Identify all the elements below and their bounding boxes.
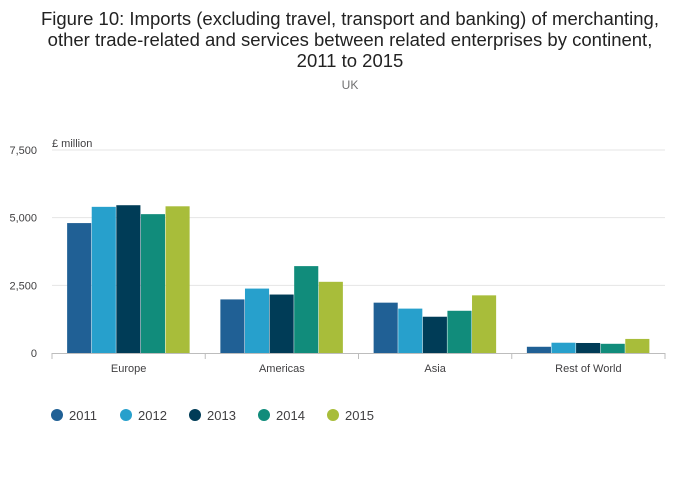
legend-marker-2011 <box>51 409 63 421</box>
bar-2013-americas <box>269 294 294 353</box>
x-tick-label: Europe <box>111 363 146 375</box>
legend-marker-2013 <box>189 409 201 421</box>
legend-label-2011: 2011 <box>69 408 97 423</box>
bar-2012-rest-of-world <box>551 342 576 353</box>
y-tick-label: 2,500 <box>9 280 37 292</box>
chart-title-line-1: Figure 10: Imports (excluding travel, tr… <box>40 8 659 29</box>
bar-2013-europe <box>116 205 141 353</box>
y-axis-ticks: 0 2,500 5,000 7,500 <box>9 145 37 360</box>
bar-2015-rest-of-world <box>625 338 650 353</box>
bar-2012-europe <box>91 206 116 353</box>
legend-label-2013: 2013 <box>207 408 236 423</box>
y-tick-label: 0 <box>31 348 37 360</box>
chart-title-line-3: 2011 to 2015 <box>296 50 404 71</box>
legend-marker-2014 <box>258 409 270 421</box>
y-axis-label: £ million <box>52 138 92 150</box>
bar-2011-europe <box>67 223 92 353</box>
x-tick-label: Americas <box>259 363 305 375</box>
bar-2013-asia <box>422 316 447 353</box>
bar-2011-asia <box>373 302 398 353</box>
x-axis: Europe Americas Asia Rest of World <box>51 353 666 375</box>
legend: 2011 2012 2013 2014 2015 <box>51 408 374 423</box>
bar-2012-asia <box>398 308 423 353</box>
bar-2014-asia <box>447 310 472 353</box>
bar-2011-rest-of-world <box>526 346 551 353</box>
chart-subtitle: UK <box>341 78 359 92</box>
bar-2015-asia <box>472 295 497 353</box>
legend-marker-2012 <box>120 409 132 421</box>
legend-label-2014: 2014 <box>276 408 305 423</box>
bar-2015-europe <box>165 206 190 353</box>
bar-2014-europe <box>140 214 166 353</box>
legend-label-2012: 2012 <box>138 408 167 423</box>
bar-2012-americas <box>244 288 270 353</box>
y-tick-label: 7,500 <box>9 145 37 157</box>
bars <box>67 205 650 353</box>
bar-2013-rest-of-world <box>576 342 601 353</box>
bar-2015-americas <box>318 281 343 353</box>
legend-marker-2015 <box>327 409 339 421</box>
x-tick-label: Asia <box>424 363 446 375</box>
bar-2014-americas <box>294 266 319 353</box>
chart-title-line-2: other trade-related and services between… <box>47 29 653 50</box>
bar-2014-rest-of-world <box>600 343 625 353</box>
bar-2011-americas <box>220 299 245 353</box>
chart-title: Figure 10: Imports (excluding travel, tr… <box>0 8 700 71</box>
y-tick-label: 5,000 <box>9 213 37 225</box>
legend-label-2015: 2015 <box>345 408 374 423</box>
x-tick-label: Rest of World <box>555 363 621 375</box>
